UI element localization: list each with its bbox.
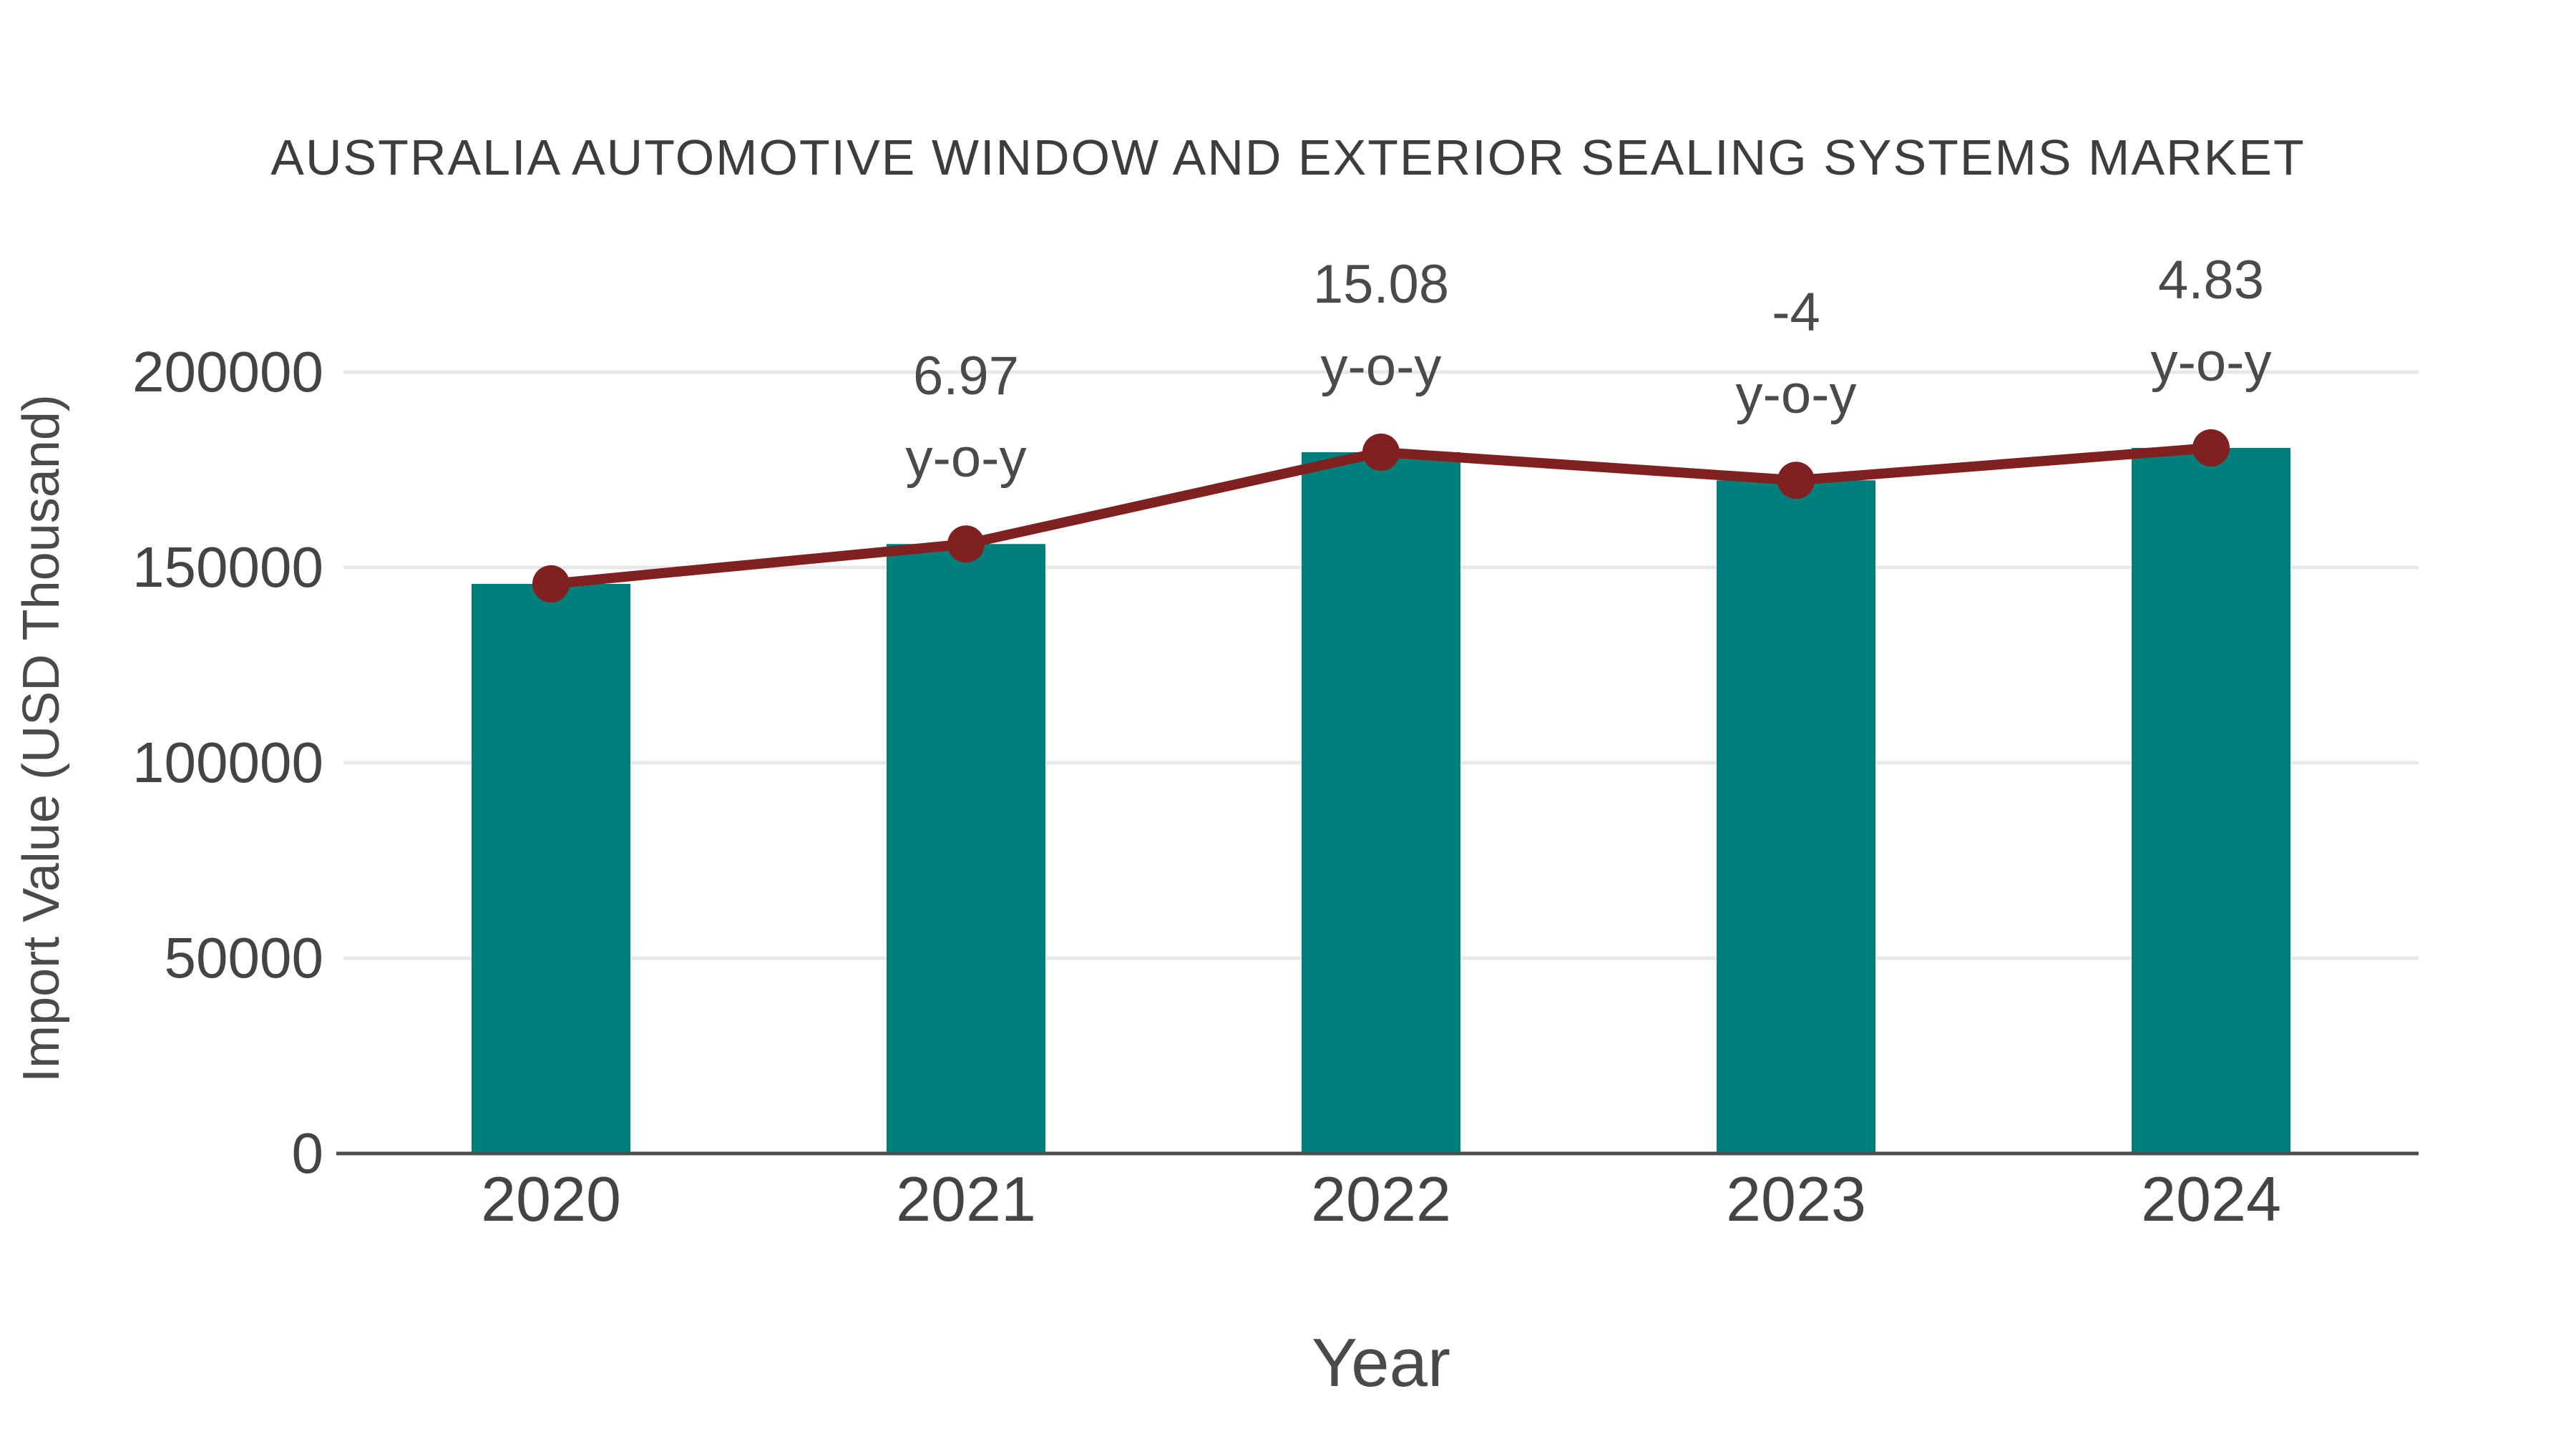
bar xyxy=(472,583,630,1153)
data-point-marker xyxy=(947,525,985,563)
x-tick-label: 2023 xyxy=(1726,1163,1866,1234)
data-point-marker xyxy=(2192,429,2230,467)
yoy-annotation: 15.08 y-o-y xyxy=(1313,243,1449,408)
y-tick-label: 100000 xyxy=(132,731,323,794)
bar xyxy=(887,544,1045,1153)
yoy-annotation: 4.83 y-o-y xyxy=(2151,239,2272,404)
yoy-annotation-line: y-o-y xyxy=(905,428,1027,489)
x-tick-label: 2024 xyxy=(2141,1163,2281,1234)
y-tick-label: 50000 xyxy=(164,926,323,990)
y-tick-label: 200000 xyxy=(132,340,323,404)
bar xyxy=(1717,480,1875,1153)
y-tick-label: 0 xyxy=(291,1121,324,1185)
yoy-annotation: -4 y-o-y xyxy=(1736,271,1857,436)
x-axis-title: Year xyxy=(1312,1324,1450,1401)
data-point-marker xyxy=(1777,462,1815,499)
bar xyxy=(2132,447,2290,1153)
yoy-annotation: 6.97 y-o-y xyxy=(906,335,1027,499)
x-tick-label: 2021 xyxy=(896,1163,1036,1234)
yoy-annotation-line: 4.83 xyxy=(2158,249,2264,311)
x-tick-label: 2022 xyxy=(1311,1163,1451,1234)
chart-title: AUSTRALIA AUTOMOTIVE WINDOW AND EXTERIOR… xyxy=(270,130,2306,185)
yoy-annotation-line: y-o-y xyxy=(2150,331,2272,393)
data-point-marker xyxy=(1362,433,1400,471)
x-tick-label: 2020 xyxy=(481,1163,621,1234)
yoy-annotation-line: 6.97 xyxy=(913,346,1019,407)
yoy-annotation-line: 15.08 xyxy=(1312,253,1450,315)
y-tick-label: 150000 xyxy=(132,535,323,599)
yoy-annotation-line: y-o-y xyxy=(1320,336,1442,397)
yoy-annotation-line: y-o-y xyxy=(1735,364,1857,426)
bar xyxy=(1302,452,1460,1153)
yoy-annotation-line: -4 xyxy=(1772,282,1820,343)
data-point-marker xyxy=(532,565,570,602)
